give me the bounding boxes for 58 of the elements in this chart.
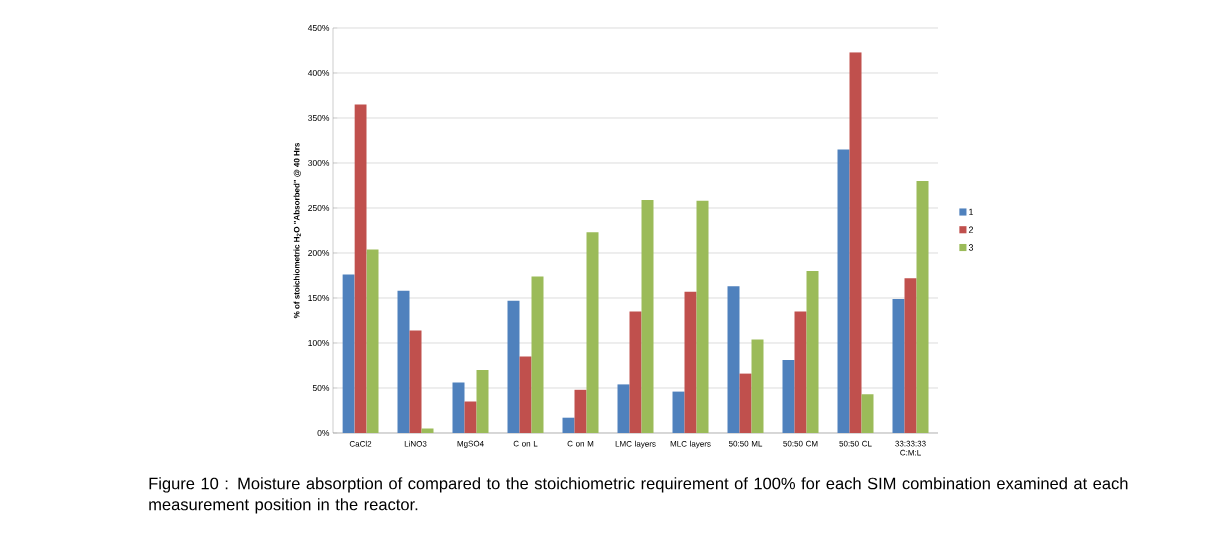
bar bbox=[672, 391, 685, 433]
bar bbox=[892, 298, 905, 433]
y-tick-label: 50% bbox=[312, 385, 330, 391]
bar bbox=[464, 401, 477, 433]
bar bbox=[342, 274, 355, 433]
bar bbox=[684, 291, 697, 433]
x-tick-label: 50:50 ML bbox=[728, 440, 763, 447]
bar bbox=[861, 394, 874, 433]
y-tick-label: 450% bbox=[307, 25, 330, 31]
x-tick-label: 33:33:33 C:M:L bbox=[895, 440, 926, 456]
bar bbox=[531, 276, 544, 433]
bar bbox=[641, 199, 654, 433]
bar bbox=[904, 278, 917, 433]
x-tick-label: MgSO4 bbox=[457, 440, 484, 449]
legend-label: 3 bbox=[968, 244, 974, 251]
bar bbox=[519, 356, 532, 433]
y-tick-label: 350% bbox=[308, 115, 330, 121]
bar bbox=[696, 200, 709, 433]
bar bbox=[586, 232, 599, 433]
bar bbox=[727, 286, 740, 433]
y-tick-label: 100% bbox=[308, 340, 330, 346]
x-tick-label: 50:50 CL bbox=[839, 440, 872, 447]
x-tick-label: 50:50 CM bbox=[783, 440, 818, 447]
bar bbox=[806, 271, 819, 433]
bar bbox=[916, 181, 929, 433]
y-tick-label: 400% bbox=[307, 70, 330, 76]
y-tick-label: 150% bbox=[308, 295, 330, 301]
y-tick-label: 300% bbox=[308, 160, 330, 166]
bar bbox=[629, 311, 642, 433]
bar bbox=[794, 311, 807, 433]
bar bbox=[617, 384, 630, 433]
caption: Figure 10 : Moisture absorption of compared to the stoichiometric requirement of 100% for each SIM combination examined at each measurement position in the reactor. bbox=[149, 477, 1128, 514]
legend-label: 1 bbox=[969, 208, 974, 216]
bar bbox=[562, 417, 575, 433]
bar bbox=[452, 382, 465, 433]
bar bbox=[574, 389, 587, 433]
y-tick-label: 200% bbox=[308, 250, 330, 256]
x-tick-label: C on M bbox=[567, 440, 594, 447]
y-tick-label: 0% bbox=[317, 430, 330, 436]
x-tick-label: LMC layers bbox=[615, 440, 656, 449]
bar bbox=[739, 373, 752, 433]
bar bbox=[409, 330, 422, 433]
bar bbox=[354, 104, 367, 433]
bar bbox=[849, 52, 862, 433]
legend-label: 2 bbox=[968, 226, 974, 233]
bar bbox=[366, 249, 379, 433]
bar bbox=[507, 300, 520, 433]
x-tick-label: CaCl2 bbox=[349, 440, 372, 447]
bar bbox=[837, 149, 850, 433]
y-axis-title: % of stoichiometric H$_{2}$O "Absorbed" @ 40 Hrs bbox=[293, 142, 301, 319]
bar bbox=[751, 339, 764, 433]
bar bbox=[782, 360, 795, 433]
x-tick-label: C on L bbox=[513, 440, 538, 447]
y-tick-label: 250% bbox=[308, 205, 330, 211]
x-tick-label: MLC layers bbox=[670, 440, 711, 449]
x-tick-label: LiNO3 bbox=[404, 440, 427, 447]
bar bbox=[397, 290, 410, 433]
bar bbox=[476, 370, 489, 433]
